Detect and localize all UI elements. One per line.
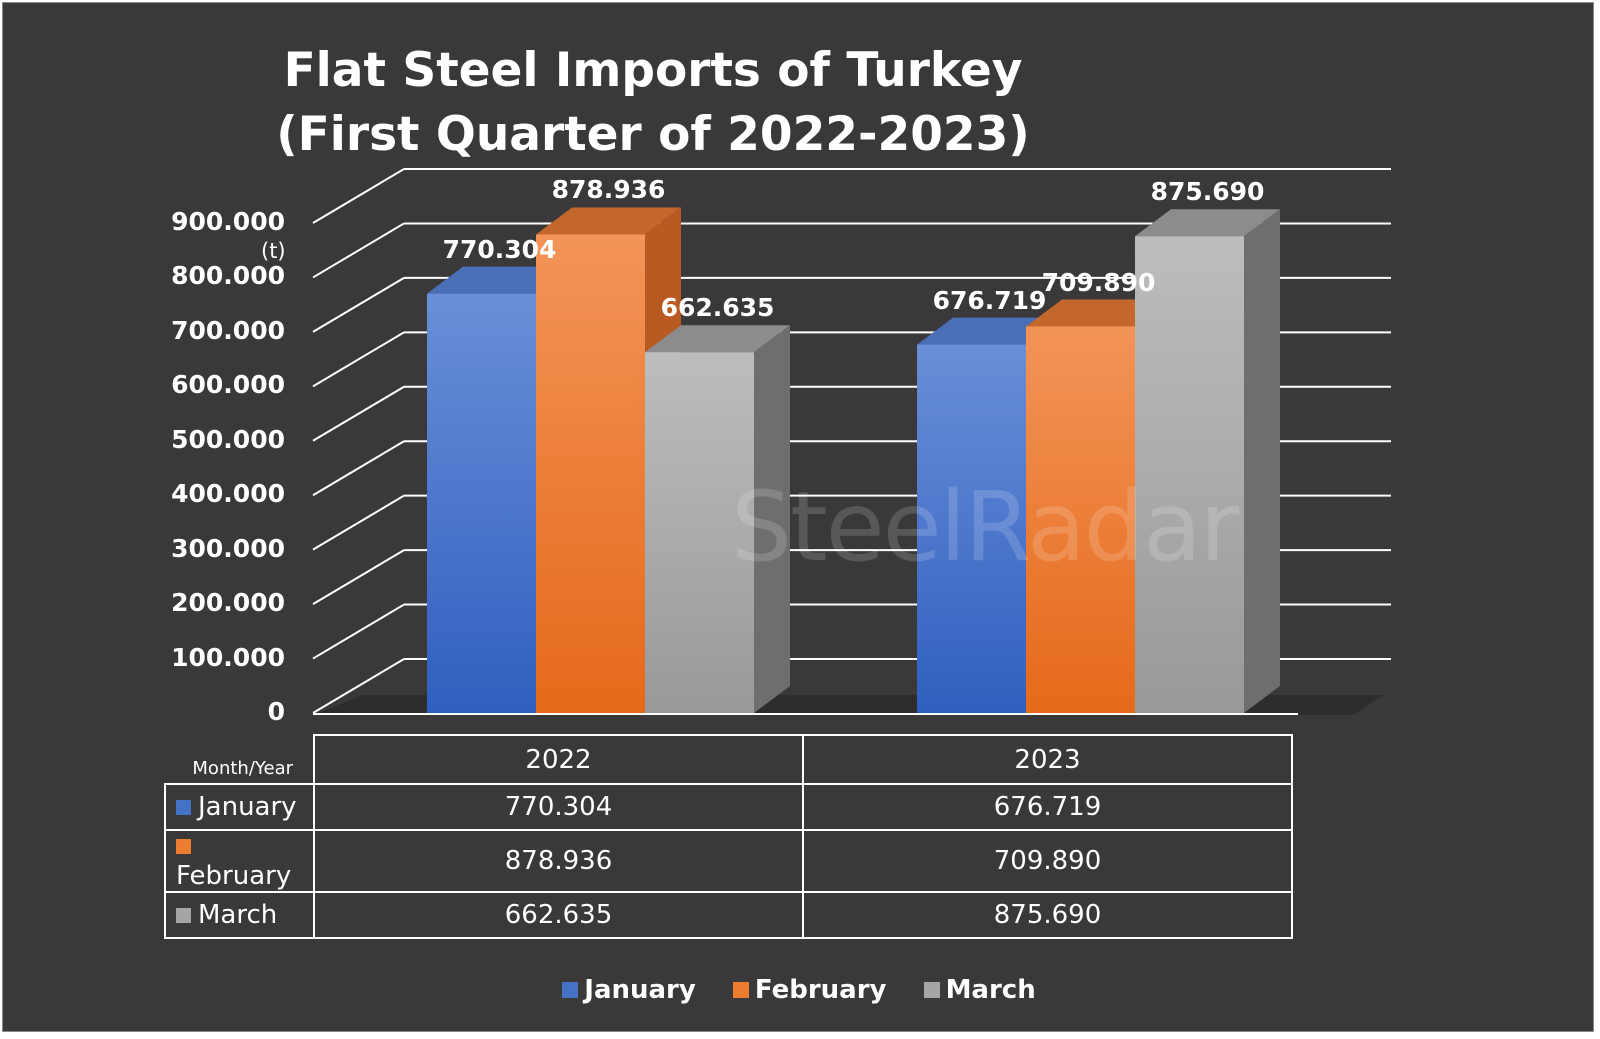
gridline-side	[312, 277, 405, 333]
bar-side-march-2023	[1244, 209, 1280, 713]
chart-title-line-2: (First Quarter of 2022-2023)	[276, 107, 1030, 162]
table-header-row: Month/Year 2022 2023	[165, 734, 1293, 785]
legend: January February March	[3, 975, 1595, 1005]
gridline-side	[312, 603, 405, 660]
gridline-side	[312, 331, 405, 388]
swatch-march-icon	[176, 908, 191, 923]
table-cell: 709.890	[802, 829, 1293, 893]
bar-march-2022	[645, 352, 754, 713]
table-cell: 676.719	[802, 783, 1293, 831]
swatch-february-icon	[176, 839, 191, 854]
data-label-february-2023: 709.890	[1041, 267, 1156, 297]
y-tick-label: 200.000	[171, 588, 285, 618]
row-label-february: February	[176, 861, 292, 891]
bar-march-2023	[1135, 236, 1244, 713]
data-label-january-2022: 770.304	[442, 234, 557, 264]
bar-top-january-2022	[427, 266, 572, 294]
bar-top-january-2023	[917, 317, 1062, 345]
legend-swatch-february-icon	[732, 982, 749, 998]
gridline-side	[312, 549, 405, 605]
legend-label: February	[754, 975, 887, 1005]
row-label-january: January	[198, 792, 297, 822]
table-cell: 770.304	[313, 783, 804, 831]
bar-top-march-2022	[645, 325, 790, 353]
y-tick-label: 700.000	[171, 315, 285, 345]
table-row: January 770.304 676.719	[164, 783, 1293, 831]
data-table: Month/Year 2022 2023 January 770.304 676…	[164, 734, 1293, 939]
gridline-side	[312, 440, 405, 497]
data-label-march-2023: 875.690	[1150, 177, 1265, 207]
bar-top-march-2023	[1135, 209, 1280, 237]
chart-title-line-1: Flat Steel Imports of Turkey	[283, 43, 1023, 98]
y-tick-label: 100.000	[171, 642, 285, 672]
chart-plot	[312, 168, 1391, 715]
data-label-march-2022: 662.635	[660, 293, 775, 323]
table-cell: 875.690	[802, 891, 1293, 939]
y-tick-label: 0	[267, 697, 285, 726]
table-col-header: 2023	[802, 734, 1293, 785]
table-corner-label: Month/Year	[165, 735, 315, 785]
table-row-header: February	[164, 829, 315, 893]
y-tick-label: 300.000	[171, 533, 285, 563]
table-row-header: March	[164, 891, 315, 939]
legend-item-january: January	[562, 975, 696, 1005]
bar-january-2023	[917, 344, 1026, 713]
y-tick-label: 800.000	[171, 261, 285, 291]
y-tick-label: 600.000	[171, 370, 285, 400]
y-axis-unit: (t)	[261, 239, 286, 263]
legend-label: March	[945, 975, 1036, 1005]
y-tick-label: 400.000	[171, 479, 285, 509]
bar-february-2023	[1026, 326, 1135, 713]
bar-side-march-2022	[754, 325, 790, 713]
data-label-february-2022: 878.936	[551, 175, 666, 205]
watermark: SteelRadar	[731, 471, 1239, 583]
table-row: March 662.635 875.690	[164, 891, 1293, 939]
table-cell: 878.936	[313, 829, 804, 893]
y-tick-label: 500.000	[171, 424, 285, 454]
legend-swatch-january-icon	[562, 982, 579, 998]
bar-february-2022	[536, 234, 645, 713]
gridline-side	[312, 168, 405, 224]
legend-item-march: March	[923, 975, 1036, 1005]
legend-swatch-march-icon	[923, 982, 940, 998]
data-label-january-2023: 676.719	[932, 285, 1047, 315]
swatch-january-icon	[176, 800, 191, 815]
table-row: February 878.936 709.890	[164, 829, 1293, 893]
y-tick-label: 900.000	[171, 207, 285, 236]
table-cell: 662.635	[313, 891, 804, 939]
legend-label: January	[584, 975, 696, 1005]
bar-january-2022	[427, 293, 536, 713]
row-label-march: March	[198, 900, 278, 930]
table-row-header: January	[164, 783, 315, 831]
bar-top-february-2023	[1026, 299, 1171, 327]
gridline-side	[312, 385, 405, 442]
legend-item-february: February	[732, 975, 887, 1005]
gridline-side	[312, 222, 405, 279]
bar-top-february-2022	[536, 207, 681, 235]
gridline-side	[312, 494, 405, 551]
gridline-side	[312, 658, 405, 714]
table-col-header: 2022	[313, 734, 804, 785]
